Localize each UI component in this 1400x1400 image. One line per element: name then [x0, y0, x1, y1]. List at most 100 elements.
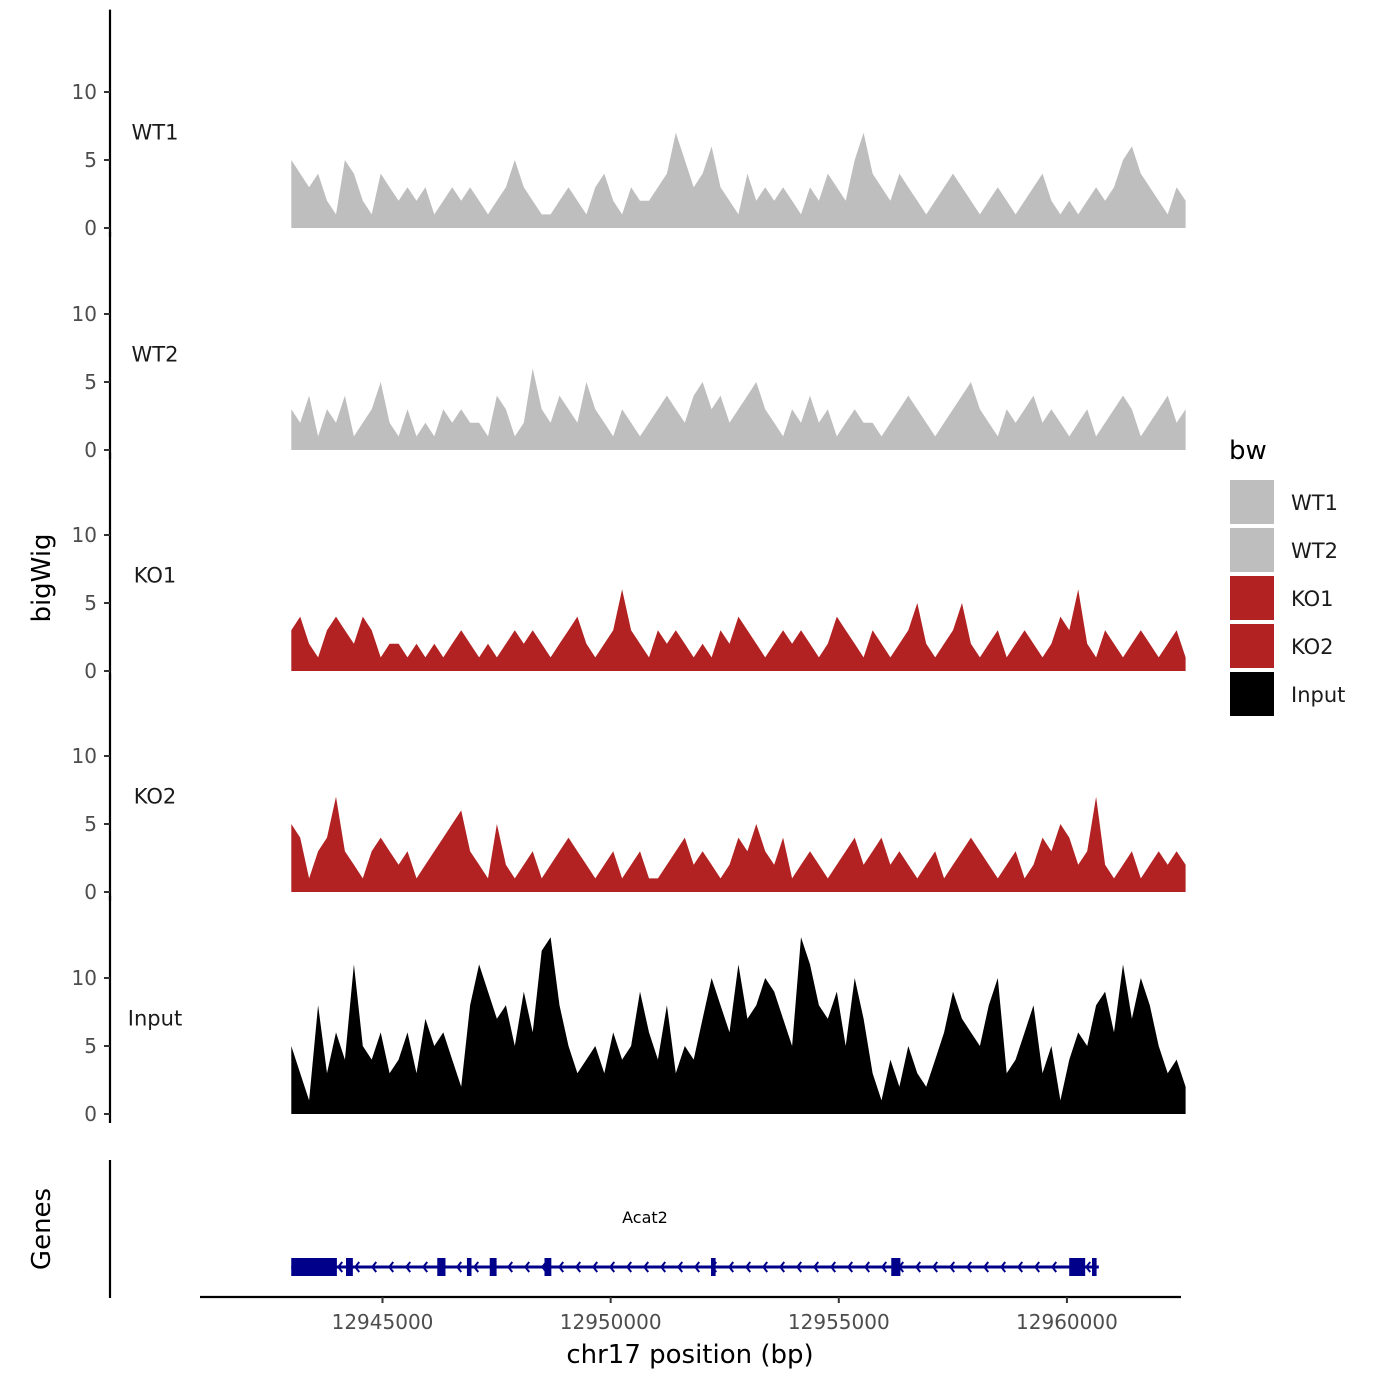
legend-label: Input	[1291, 683, 1345, 707]
y-tick-label: 0	[84, 659, 97, 683]
strand-chevron	[625, 1261, 633, 1273]
strand-chevron	[659, 1261, 667, 1273]
strand-chevron	[948, 1261, 956, 1273]
legend: bw WT1 WT2 KO1 KO2 Input	[1229, 436, 1345, 716]
legend-swatch	[1230, 480, 1274, 524]
strand-chevron	[727, 1261, 735, 1273]
strand-chevron	[1084, 1261, 1092, 1273]
track-label: KO1	[134, 564, 177, 588]
y-tick-label: 10	[72, 744, 97, 768]
coverage-area-ko2	[291, 796, 1186, 892]
x-tick-label: 12960000	[1016, 1310, 1118, 1334]
track-input: 0 5 10 Input	[72, 895, 1186, 1126]
strand-chevron	[336, 1261, 344, 1273]
gene-exon	[544, 1258, 552, 1276]
gene-acat2: Acat2	[291, 1208, 1099, 1276]
legend-label: KO1	[1291, 587, 1334, 611]
coverage-area-wt1	[291, 132, 1186, 228]
y-tick-label: 5	[84, 591, 97, 615]
x-tick-label: 12955000	[788, 1310, 890, 1334]
strand-chevron	[506, 1261, 514, 1273]
legend-item: WT2	[1230, 528, 1338, 572]
strand-chevron	[761, 1261, 769, 1273]
legend-item: KO1	[1230, 576, 1334, 620]
strand-chevron	[693, 1261, 701, 1273]
strand-chevron	[404, 1261, 412, 1273]
strand-chevron	[1050, 1261, 1058, 1273]
strand-chevron	[591, 1261, 599, 1273]
gene-exon	[437, 1258, 446, 1276]
y-tick-label: 5	[84, 1034, 97, 1058]
coverage-area-input	[291, 937, 1186, 1114]
strand-chevron	[778, 1261, 786, 1273]
genes-panel-title: Genes	[27, 1188, 57, 1270]
gene-label: Acat2	[622, 1208, 668, 1227]
strand-chevron	[914, 1261, 922, 1273]
strand-chevron	[863, 1261, 871, 1273]
coverage-area-wt2	[291, 368, 1186, 450]
y-axis-title: bigWig	[27, 533, 57, 622]
track-wt2: 0 5 10 WT2	[72, 231, 1186, 462]
y-tick-label: 5	[84, 148, 97, 172]
strand-chevron	[421, 1261, 429, 1273]
x-axis: 12945000 12950000 12955000 12960000	[200, 1295, 1181, 1334]
y-tick-label: 0	[84, 216, 97, 240]
legend-swatch	[1230, 624, 1274, 668]
gene-exon	[711, 1258, 716, 1276]
strand-chevron	[370, 1261, 378, 1273]
x-tick-label: 12945000	[332, 1310, 434, 1334]
strand-chevron	[1033, 1261, 1041, 1273]
track-label: WT2	[132, 343, 179, 367]
strand-chevron	[999, 1261, 1007, 1273]
gene-exon	[489, 1258, 497, 1276]
y-tick-label: 10	[72, 966, 97, 990]
y-tick-label: 10	[72, 80, 97, 104]
legend-swatch	[1230, 576, 1274, 620]
track-label: WT1	[132, 121, 179, 145]
legend-item: WT1	[1230, 480, 1338, 524]
legend-label: WT1	[1291, 491, 1338, 515]
strand-chevron	[812, 1261, 820, 1273]
strand-chevron	[608, 1261, 616, 1273]
strand-chevron	[982, 1261, 990, 1273]
gene-exon	[291, 1258, 337, 1276]
legend-label: WT2	[1291, 539, 1338, 563]
strand-chevron	[676, 1261, 684, 1273]
legend-item: Input	[1230, 672, 1345, 716]
strand-chevron	[353, 1261, 361, 1273]
gene-exon	[346, 1258, 353, 1276]
strand-chevron	[557, 1261, 565, 1273]
y-tick-label: 5	[84, 812, 97, 836]
strand-chevron	[1016, 1261, 1024, 1273]
legend-swatch	[1230, 672, 1274, 716]
track-ko2: 0 5 10 KO2	[72, 673, 1186, 904]
strand-chevron	[574, 1261, 582, 1273]
gene-exon	[891, 1258, 901, 1276]
legend-label: KO2	[1291, 635, 1334, 659]
gene-exon	[1092, 1258, 1097, 1276]
legend-item: KO2	[1230, 624, 1334, 668]
y-tick-label: 0	[84, 1102, 97, 1126]
strand-chevron	[744, 1261, 752, 1273]
strand-chevron	[931, 1261, 939, 1273]
y-tick-label: 10	[72, 302, 97, 326]
strand-chevron	[880, 1261, 888, 1273]
strand-chevron	[523, 1261, 531, 1273]
track-label: Input	[128, 1007, 182, 1031]
track-wt1: 0 5 10 WT1	[72, 9, 1186, 240]
legend-swatch	[1230, 528, 1274, 572]
x-tick-label: 12950000	[560, 1310, 662, 1334]
y-tick-label: 5	[84, 370, 97, 394]
strand-chevron	[642, 1261, 650, 1273]
gene-exon	[1069, 1258, 1086, 1276]
strand-chevron	[829, 1261, 837, 1273]
y-tick-label: 0	[84, 438, 97, 462]
strand-chevron	[846, 1261, 854, 1273]
gene-exon	[466, 1258, 472, 1276]
gene-track: Acat2	[108, 1160, 1099, 1298]
strand-chevron	[795, 1261, 803, 1273]
strand-chevron	[455, 1261, 463, 1273]
strand-chevron	[472, 1261, 480, 1273]
x-axis-title: chr17 position (bp)	[566, 1340, 813, 1370]
